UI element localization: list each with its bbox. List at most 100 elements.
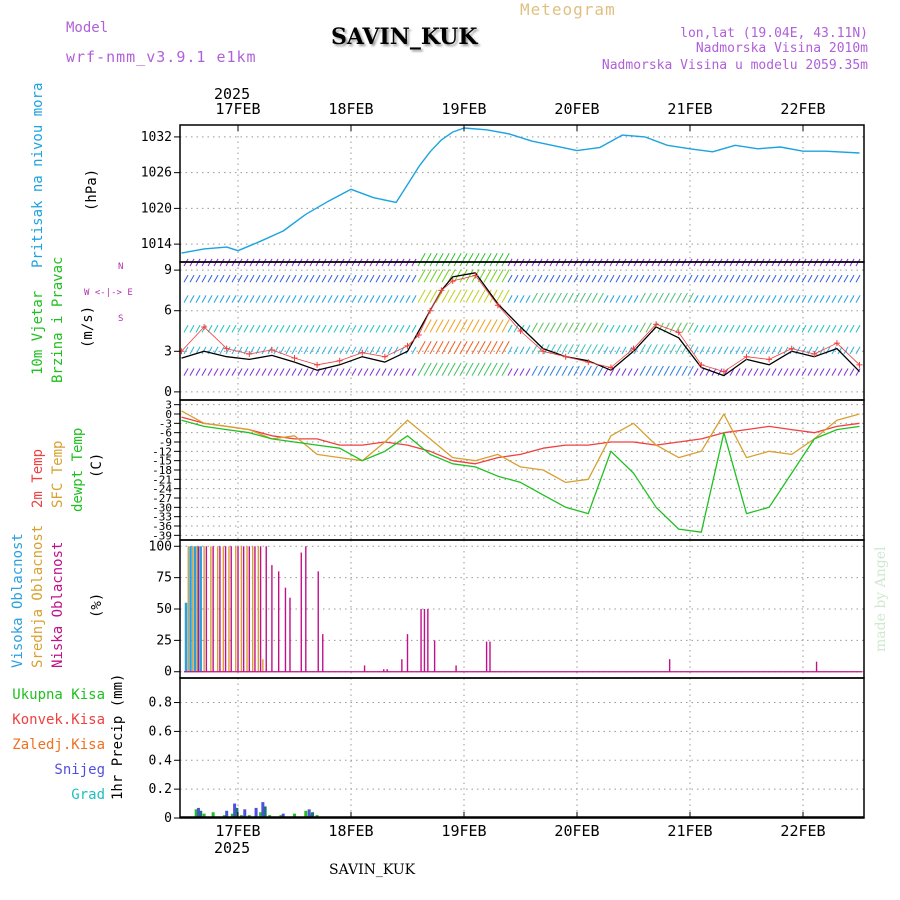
wind-barb	[591, 292, 598, 303]
wind-barb	[741, 295, 747, 303]
wind-barb	[657, 344, 664, 355]
y-tick-label: 0.4	[149, 753, 173, 768]
wind-barb	[351, 346, 357, 355]
year-top-label: 2025	[214, 85, 251, 103]
marks-layer	[178, 127, 864, 818]
wind-barb	[381, 295, 387, 303]
wind-barb	[561, 344, 568, 355]
wind-barb	[315, 324, 321, 333]
wind-barb	[681, 344, 688, 355]
y-tick-label: -3	[159, 417, 172, 430]
wind-barb	[375, 274, 381, 283]
wind-barb	[525, 368, 531, 376]
wind-barb	[207, 274, 213, 283]
total-precip-bar	[194, 809, 198, 818]
wind-barb	[759, 295, 765, 303]
wind-barb	[795, 295, 801, 303]
wind-barb	[597, 344, 604, 355]
wind-barb	[699, 295, 705, 303]
total-precip-bar	[304, 810, 308, 818]
wind-barb	[399, 295, 405, 303]
wind-barb	[513, 295, 519, 303]
wind-barb	[573, 322, 580, 333]
wind-barb	[321, 295, 327, 303]
wind-barb	[747, 274, 753, 283]
wind-barb	[573, 292, 580, 303]
wind-barb	[249, 274, 255, 283]
wind-barb	[789, 324, 795, 333]
wind-barb	[801, 368, 807, 376]
y-tick-label: 3	[164, 344, 172, 359]
wind-barb	[825, 324, 831, 333]
wind-barb	[525, 324, 531, 333]
wind-barb	[279, 368, 285, 376]
wind-barb	[435, 253, 444, 267]
y-tick-label: -39	[152, 529, 172, 542]
wind-barb	[741, 346, 747, 355]
wind-barb	[765, 346, 771, 355]
y-tick-label: -30	[152, 501, 172, 514]
wind-barb	[633, 274, 639, 283]
wind-barb	[285, 274, 291, 283]
wind-barb	[207, 368, 213, 376]
wind-barb	[507, 295, 513, 303]
wind-barb	[843, 295, 849, 303]
wind-barb	[843, 368, 849, 376]
wind-barb	[477, 253, 486, 267]
wind-barb	[561, 292, 568, 303]
wind-barb	[579, 292, 586, 303]
wind-barb	[609, 346, 615, 355]
grid-layer	[180, 125, 864, 819]
wind-barb	[267, 295, 273, 303]
wind-barb	[813, 274, 819, 283]
wind-barb	[333, 368, 339, 376]
wind-barb	[759, 274, 765, 283]
wind-barb	[657, 274, 663, 283]
wind-barb	[483, 362, 492, 376]
wind-barb	[825, 295, 831, 303]
wind-barb	[273, 274, 279, 283]
wind-barb	[597, 365, 604, 376]
wind-barb	[459, 269, 468, 283]
wind-barb	[183, 368, 189, 376]
wind-barb	[777, 324, 783, 333]
wind-barb	[489, 362, 498, 376]
wind-barb	[513, 324, 519, 333]
wind-barb	[225, 368, 231, 376]
wind-barb	[453, 253, 462, 267]
wind-barb	[741, 368, 747, 376]
wind-barb	[291, 274, 297, 283]
wind-barb	[459, 319, 468, 333]
wind-barb	[447, 362, 456, 376]
wind-barb	[279, 274, 285, 283]
wind-barb	[687, 274, 693, 283]
wind-barb	[597, 322, 604, 333]
y-tick-label: -9	[159, 436, 172, 449]
wind-barb	[675, 322, 682, 333]
wind-barb	[345, 274, 351, 283]
total-precip-bar	[259, 812, 263, 818]
wind-barb	[645, 322, 652, 333]
wind-barb	[567, 322, 574, 333]
wind-barb	[363, 295, 369, 303]
wind-barb	[795, 368, 801, 376]
wind-barb	[783, 324, 789, 333]
total-precip-bar	[293, 813, 296, 818]
wind-barb	[567, 365, 574, 376]
wind-barb	[195, 346, 201, 355]
wind-barb	[225, 324, 231, 333]
wind-barb	[405, 368, 411, 376]
wind-barb	[477, 340, 486, 355]
wind-barb	[387, 324, 393, 333]
wind-barb	[489, 289, 498, 303]
wind-barb	[585, 344, 592, 355]
wind-barb	[381, 346, 387, 355]
wind-barb	[729, 274, 735, 283]
wind-barb	[615, 346, 621, 355]
low-cloud-label: Niska Oblacnost	[50, 541, 66, 668]
wind-barb	[555, 365, 562, 376]
wind-barb	[855, 274, 861, 283]
wind-barb	[843, 346, 849, 355]
wind-barb	[411, 274, 417, 283]
wind-barb	[621, 295, 627, 303]
